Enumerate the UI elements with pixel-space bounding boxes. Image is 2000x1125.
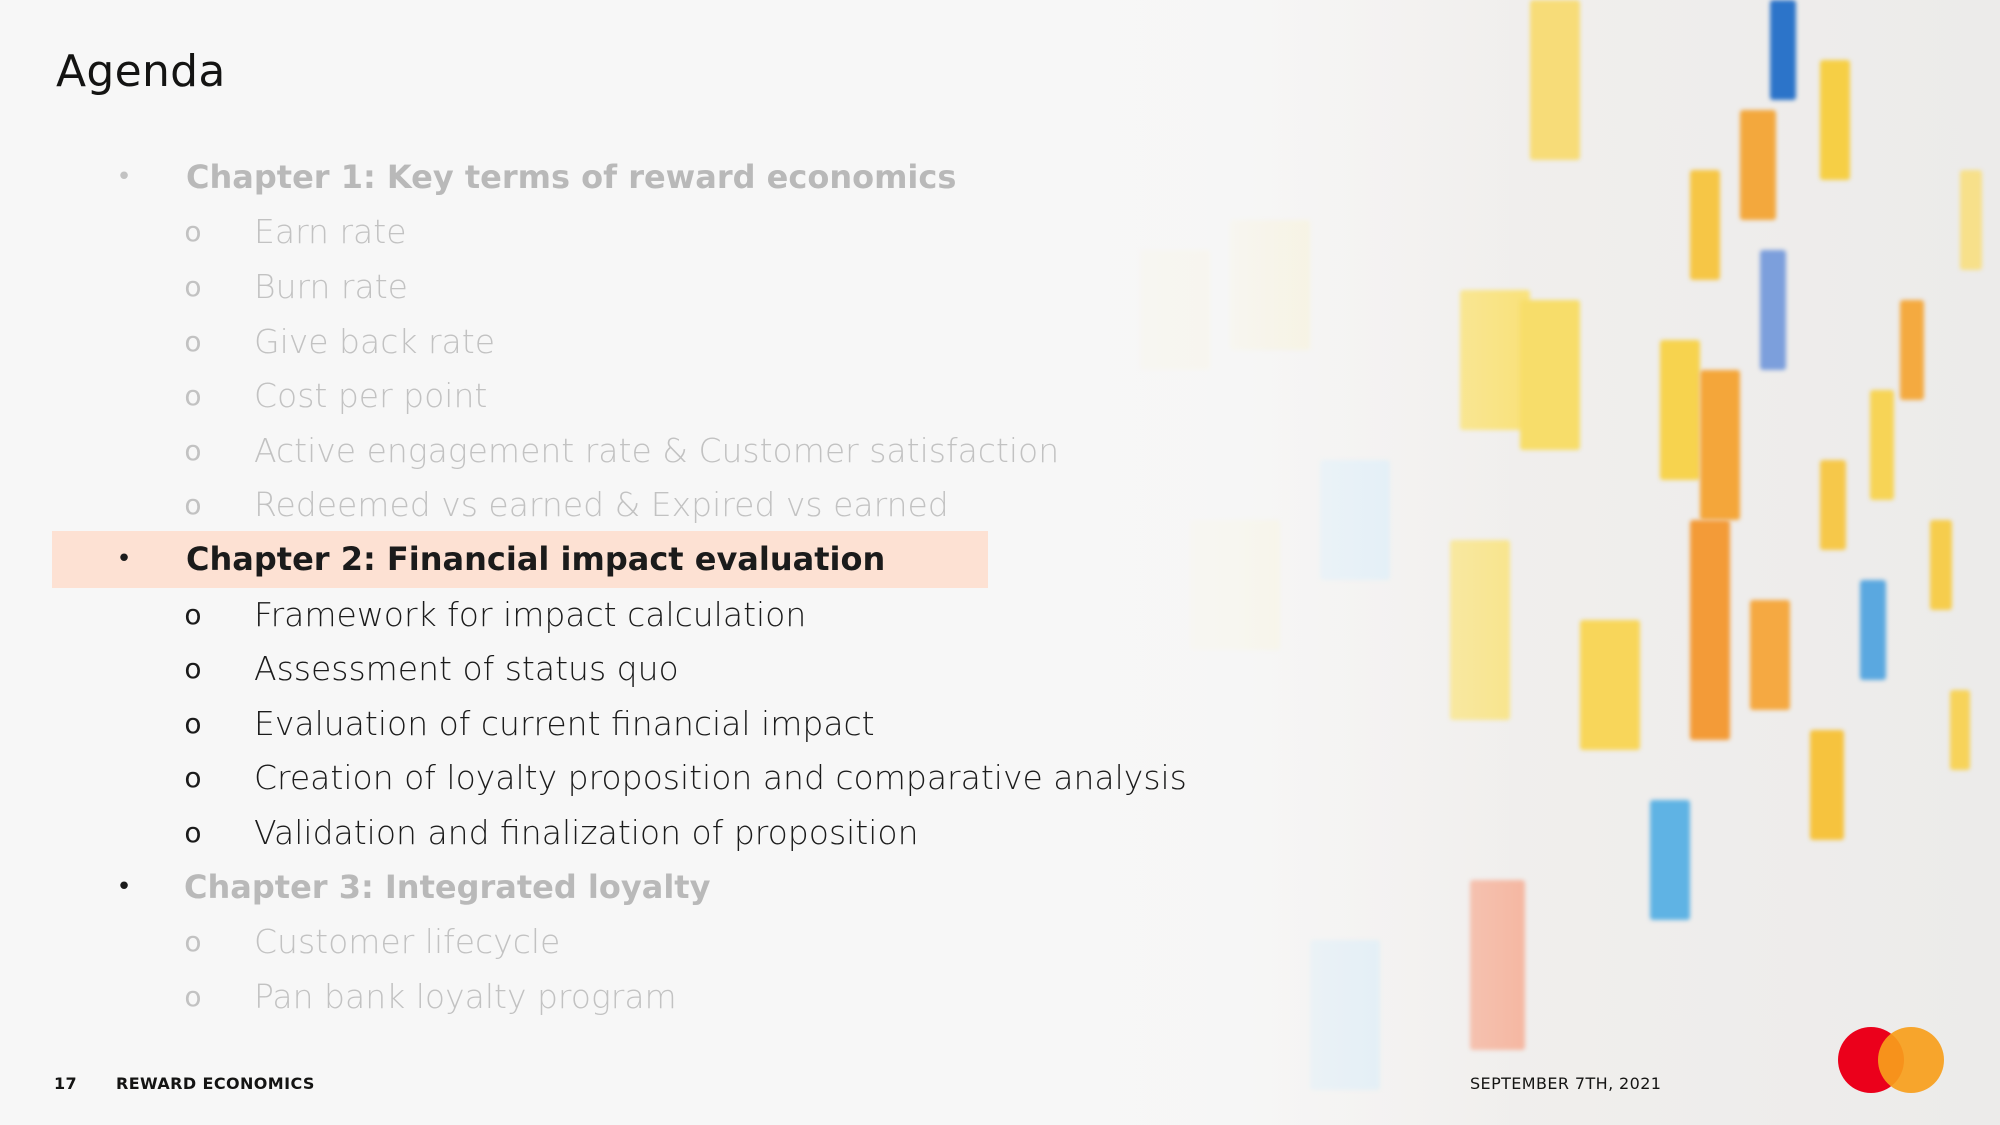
agenda-item-label: Validation and finalization of propositi… <box>254 812 919 852</box>
agenda-item: o Customer lifecycle <box>0 914 1200 969</box>
agenda-item-label: Evaluation of current financial impact <box>254 703 875 743</box>
agenda-item-label: Give back rate <box>254 321 496 361</box>
circle-bullet-icon: o <box>184 379 202 413</box>
circle-bullet-icon: o <box>184 925 202 959</box>
agenda-item-label: Creation of loyalty proposition and comp… <box>254 758 1187 798</box>
agenda-item: o Redeemed vs earned & Expired vs earned <box>0 478 1200 533</box>
sticky-note <box>1900 300 1924 400</box>
chapter-label: Chapter 1: Key terms of reward economics <box>186 158 957 197</box>
agenda-item: o Earn rate <box>0 205 1200 260</box>
sticky-note <box>1760 250 1786 370</box>
sticky-note <box>1690 520 1730 740</box>
agenda-item: o Give back rate <box>0 314 1200 369</box>
agenda-item-label: Customer lifecycle <box>254 922 561 962</box>
agenda-chapter-1: • Chapter 1: Key terms of reward economi… <box>0 150 1200 205</box>
circle-bullet-icon: o <box>184 706 202 740</box>
footer-section-title: REWARD ECONOMICS <box>116 1074 315 1093</box>
sticky-note <box>1530 0 1580 160</box>
circle-bullet-icon: o <box>184 215 202 249</box>
agenda-item-label: Framework for impact calculation <box>254 594 807 634</box>
chapter-label: Chapter 2: Financial impact evaluation <box>186 540 886 579</box>
sticky-note <box>1770 0 1796 100</box>
bullet-icon: • <box>116 162 132 193</box>
sticky-note <box>1660 340 1700 480</box>
chapter-label: Chapter 3: Integrated loyalty <box>184 868 711 907</box>
agenda-item: o Active engagement rate & Customer sati… <box>0 423 1200 478</box>
page-number: 17 <box>54 1074 78 1093</box>
agenda-item-label: Active engagement rate & Customer satisf… <box>254 430 1060 470</box>
sticky-note <box>1930 520 1952 610</box>
sticky-note <box>1820 460 1846 550</box>
agenda-item: o Burn rate <box>0 259 1200 314</box>
agenda-item: o Evaluation of current financial impact <box>0 696 1200 751</box>
circle-bullet-icon: o <box>184 324 202 358</box>
logo-orange-circle <box>1878 1027 1944 1093</box>
sticky-note <box>1650 800 1690 920</box>
bullet-icon: • <box>116 872 132 903</box>
agenda-item-label: Earn rate <box>254 212 407 252</box>
circle-bullet-icon: o <box>184 269 202 303</box>
active-chapter-highlight <box>52 531 988 588</box>
agenda-chapter-2: • Chapter 2: Financial impact evaluation <box>0 532 1200 587</box>
sticky-note <box>1700 370 1740 520</box>
agenda-item: o Assessment of status quo <box>0 641 1200 696</box>
sticky-note <box>1580 620 1640 750</box>
circle-bullet-icon: o <box>184 761 202 795</box>
agenda-item: o Framework for impact calculation <box>0 587 1200 642</box>
sticky-note <box>1950 690 1970 770</box>
sticky-note <box>1750 600 1790 710</box>
sticky-note <box>1870 390 1894 500</box>
agenda-chapter-3: • Chapter 3: Integrated loyalty <box>0 860 1200 915</box>
page-title: Agenda <box>56 46 226 97</box>
agenda-item: o Pan bank loyalty program <box>0 969 1200 1024</box>
agenda-item-label: Burn rate <box>254 266 408 306</box>
agenda-item-label: Redeemed vs earned & Expired vs earned <box>254 485 949 525</box>
circle-bullet-icon: o <box>184 488 202 522</box>
agenda-item-label: Assessment of status quo <box>254 649 679 689</box>
circle-bullet-icon: o <box>184 433 202 467</box>
sticky-note <box>1520 300 1580 450</box>
agenda-item-label: Cost per point <box>254 376 488 416</box>
footer-date: SEPTEMBER 7TH, 2021 <box>1470 1074 1662 1093</box>
circle-bullet-icon: o <box>184 979 202 1013</box>
agenda-list: • Chapter 1: Key terms of reward economi… <box>0 150 1200 1024</box>
sticky-note <box>1960 170 1982 270</box>
sticky-note <box>1860 580 1886 680</box>
bullet-icon: • <box>116 544 132 575</box>
agenda-item-label: Pan bank loyalty program <box>254 976 677 1016</box>
circle-bullet-icon: o <box>184 815 202 849</box>
circle-bullet-icon: o <box>184 652 202 686</box>
agenda-item: o Cost per point <box>0 368 1200 423</box>
circle-bullet-icon: o <box>184 597 202 631</box>
mastercard-logo <box>1838 1027 1944 1093</box>
sticky-note <box>1690 170 1720 280</box>
sticky-note <box>1740 110 1776 220</box>
agenda-item: o Validation and finalization of proposi… <box>0 805 1200 860</box>
sticky-note <box>1820 60 1850 180</box>
sticky-notes-background <box>1000 0 2000 1125</box>
sticky-note <box>1810 730 1844 840</box>
agenda-item: o Creation of loyalty proposition and co… <box>0 751 1200 806</box>
background-fade <box>1000 0 1520 1125</box>
